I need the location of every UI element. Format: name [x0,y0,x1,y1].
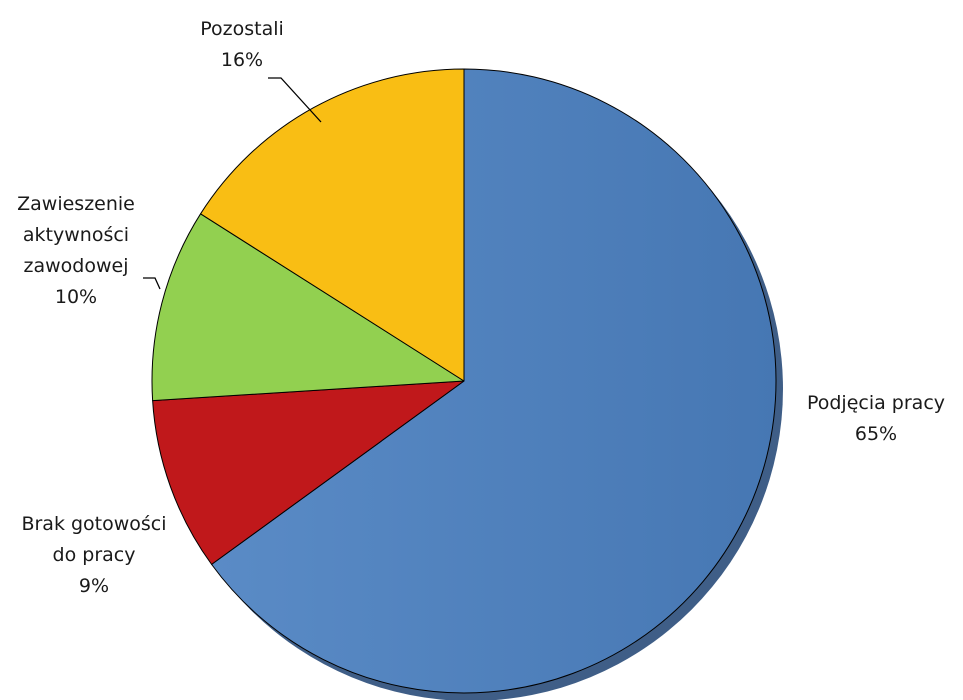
data-label-line: zawodowej [24,255,129,277]
pie-slice-3 [151,213,465,402]
data-label-4: Pozostali 16% [200,18,284,71]
pie-slice-2 [152,380,465,565]
data-label-percent: 10% [55,286,97,308]
data-label-3: Zawieszenie aktywności zawodowej 10% [17,193,135,308]
data-label-line: Podjęcia pracy [807,392,945,414]
pie-slice-1 [211,68,777,694]
leader-line-4 [268,77,322,123]
data-label-line: Pozostali [200,18,284,40]
data-label-line: aktywności [23,224,129,246]
data-label-1: Podjęcia pracy 65% [807,392,945,445]
data-label-percent: 65% [855,423,897,445]
data-label-line: Zawieszenie [17,193,135,215]
data-label-percent: 16% [221,49,263,71]
leader-line-3 [143,277,161,290]
data-label-2: Brak gotowości do pracy 9% [21,513,166,597]
data-label-line: do pracy [53,544,136,566]
data-label-line: Brak gotowości [21,513,166,535]
data-label-percent: 9% [79,575,109,597]
pie-slice-4 [200,68,465,382]
